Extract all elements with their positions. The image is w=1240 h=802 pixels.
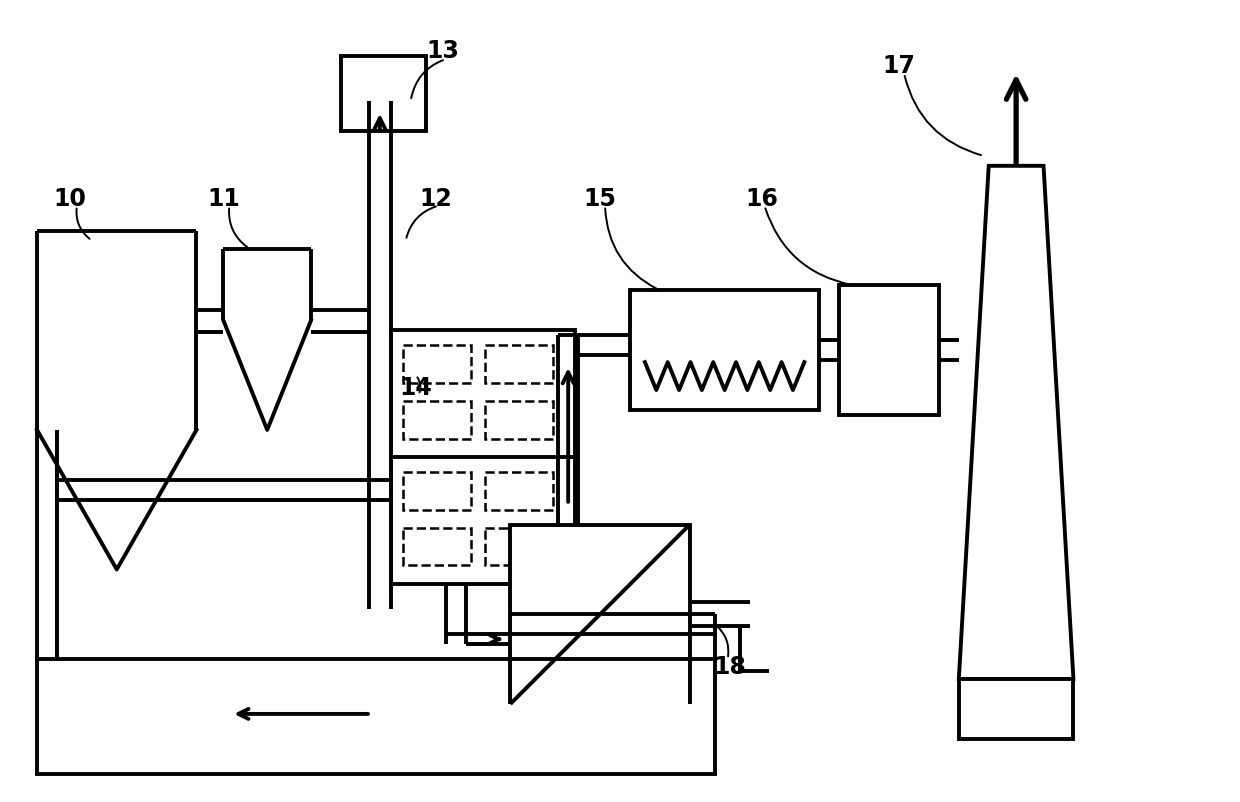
Text: 13: 13 (427, 39, 459, 63)
Bar (511, 525, 689, 704)
Bar (403, 345, 470, 383)
Bar (486, 528, 553, 565)
Bar (486, 401, 553, 439)
Bar (403, 472, 470, 509)
Text: 10: 10 (53, 187, 87, 211)
Text: 15: 15 (584, 187, 616, 211)
Polygon shape (959, 166, 1074, 679)
Bar (391, 330, 575, 585)
Text: 11: 11 (207, 187, 239, 211)
Bar (403, 401, 470, 439)
Text: 16: 16 (745, 187, 777, 211)
Bar (959, 679, 1074, 739)
Text: 14: 14 (399, 376, 432, 400)
Bar (630, 290, 820, 410)
Bar (403, 528, 470, 565)
Text: 18: 18 (713, 655, 746, 679)
Bar (486, 345, 553, 383)
Text: 12: 12 (419, 187, 453, 211)
Bar (486, 472, 553, 509)
Bar (839, 286, 939, 415)
Bar (37, 659, 714, 774)
Text: 17: 17 (883, 55, 915, 78)
Bar (341, 56, 425, 131)
